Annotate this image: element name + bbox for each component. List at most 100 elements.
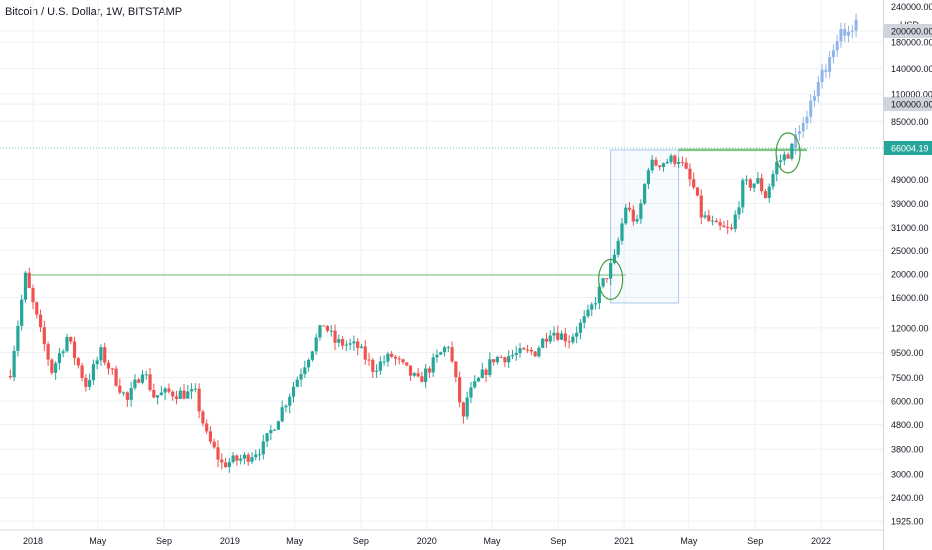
candle-body: [216, 447, 220, 460]
candle-body: [533, 351, 537, 357]
candle-body: [95, 360, 99, 365]
candle-body: [114, 368, 118, 386]
chart-title: Bitcoin / U.S. Dollar, 1W, BITSTAMP: [5, 6, 183, 18]
candle-body: [378, 361, 382, 371]
y-tick-label-top: 240000.00: [891, 2, 932, 12]
projection-bar: [816, 81, 820, 97]
candle-body: [261, 441, 265, 455]
candle-body: [635, 218, 639, 222]
candle-body: [643, 184, 647, 204]
y-tick-label: 110000.00: [891, 90, 932, 100]
candle-body: [673, 155, 677, 164]
candle-body: [152, 389, 156, 398]
candle-body: [461, 402, 466, 417]
candle-body: [401, 359, 405, 363]
candle-body: [189, 389, 194, 392]
candle-body: [601, 278, 605, 287]
candle-body: [499, 356, 503, 358]
candle-body: [775, 161, 779, 175]
candle-body: [654, 159, 658, 166]
candle-body: [571, 336, 575, 343]
candle-body: [193, 388, 197, 390]
projection-bar: [805, 116, 809, 124]
candle-body: [646, 170, 651, 185]
candle-body: [212, 441, 216, 448]
projection-bar: [831, 50, 835, 58]
candle-body: [314, 337, 318, 352]
y-tick-label: 25000.00: [891, 246, 929, 256]
x-tick-label: Sep: [550, 536, 566, 546]
candle-body: [76, 358, 80, 366]
candle-body: [431, 357, 435, 373]
candle-body: [484, 369, 488, 375]
candle-body: [424, 368, 428, 383]
y-tick-label: 3800.00: [891, 445, 924, 455]
candle-body: [103, 347, 107, 363]
candle-body: [329, 330, 333, 332]
candle-body: [239, 458, 243, 461]
candle-body: [442, 347, 447, 353]
candle-body: [84, 378, 88, 387]
candle-body: [760, 178, 764, 192]
candle-body: [510, 355, 515, 357]
candle-body: [182, 390, 186, 399]
x-tick-label: Sep: [747, 536, 763, 546]
y-tick-label: 9500.00: [891, 348, 924, 358]
y-tick-label: 6000.00: [891, 397, 924, 407]
candle-body: [525, 349, 530, 351]
candle-body: [703, 215, 707, 218]
candle-body: [174, 396, 179, 399]
candle-body: [393, 356, 398, 359]
candle-body: [155, 395, 160, 398]
candle-body: [590, 304, 594, 310]
candle-body: [680, 161, 684, 163]
candle-body: [710, 220, 715, 222]
y-tick-label: 200000.00: [891, 27, 932, 37]
candle-body: [507, 356, 511, 363]
projection-bar: [835, 41, 839, 51]
candle-body: [548, 335, 552, 342]
candle-body: [733, 214, 737, 229]
candle-body: [552, 332, 556, 336]
candle-body: [171, 391, 175, 397]
candle-body: [605, 278, 609, 280]
candle-body: [129, 388, 133, 400]
candle-body: [408, 365, 413, 376]
candle-body: [722, 225, 726, 228]
candle-body: [556, 332, 560, 340]
candle-body: [503, 357, 507, 363]
candle-body: [756, 178, 760, 184]
candle-body: [593, 303, 598, 305]
projection-bar: [847, 31, 851, 36]
candle-body: [246, 454, 250, 462]
candle-body: [125, 392, 129, 400]
x-tick-label: Sep: [156, 536, 172, 546]
candle-body: [38, 314, 43, 328]
y-tick-label: 180000.00: [891, 38, 932, 48]
x-tick-label: 2018: [23, 536, 43, 546]
candle-body: [677, 161, 681, 164]
y-tick-label: 16000.00: [891, 293, 929, 303]
projection-bar: [839, 28, 843, 42]
candle-body: [563, 333, 567, 342]
candle-body: [118, 385, 122, 393]
candle-body: [492, 359, 496, 363]
candle-body: [8, 376, 12, 378]
candle-body: [250, 457, 254, 462]
candle-body: [609, 263, 613, 279]
candle-body: [69, 336, 73, 342]
candle-body: [544, 338, 549, 342]
candle-body: [518, 348, 522, 354]
candle-body: [322, 325, 326, 327]
candle-body: [31, 287, 35, 303]
candle-body: [291, 386, 296, 397]
candle-body: [695, 187, 700, 196]
candle-body: [374, 370, 379, 372]
candle-body: [382, 361, 386, 363]
candle-body: [616, 240, 620, 255]
candle-body: [110, 368, 114, 370]
candle-body: [435, 354, 439, 358]
y-tick-label: 100000.00: [891, 100, 932, 110]
candle-body: [148, 374, 152, 390]
candle-body: [669, 155, 673, 162]
